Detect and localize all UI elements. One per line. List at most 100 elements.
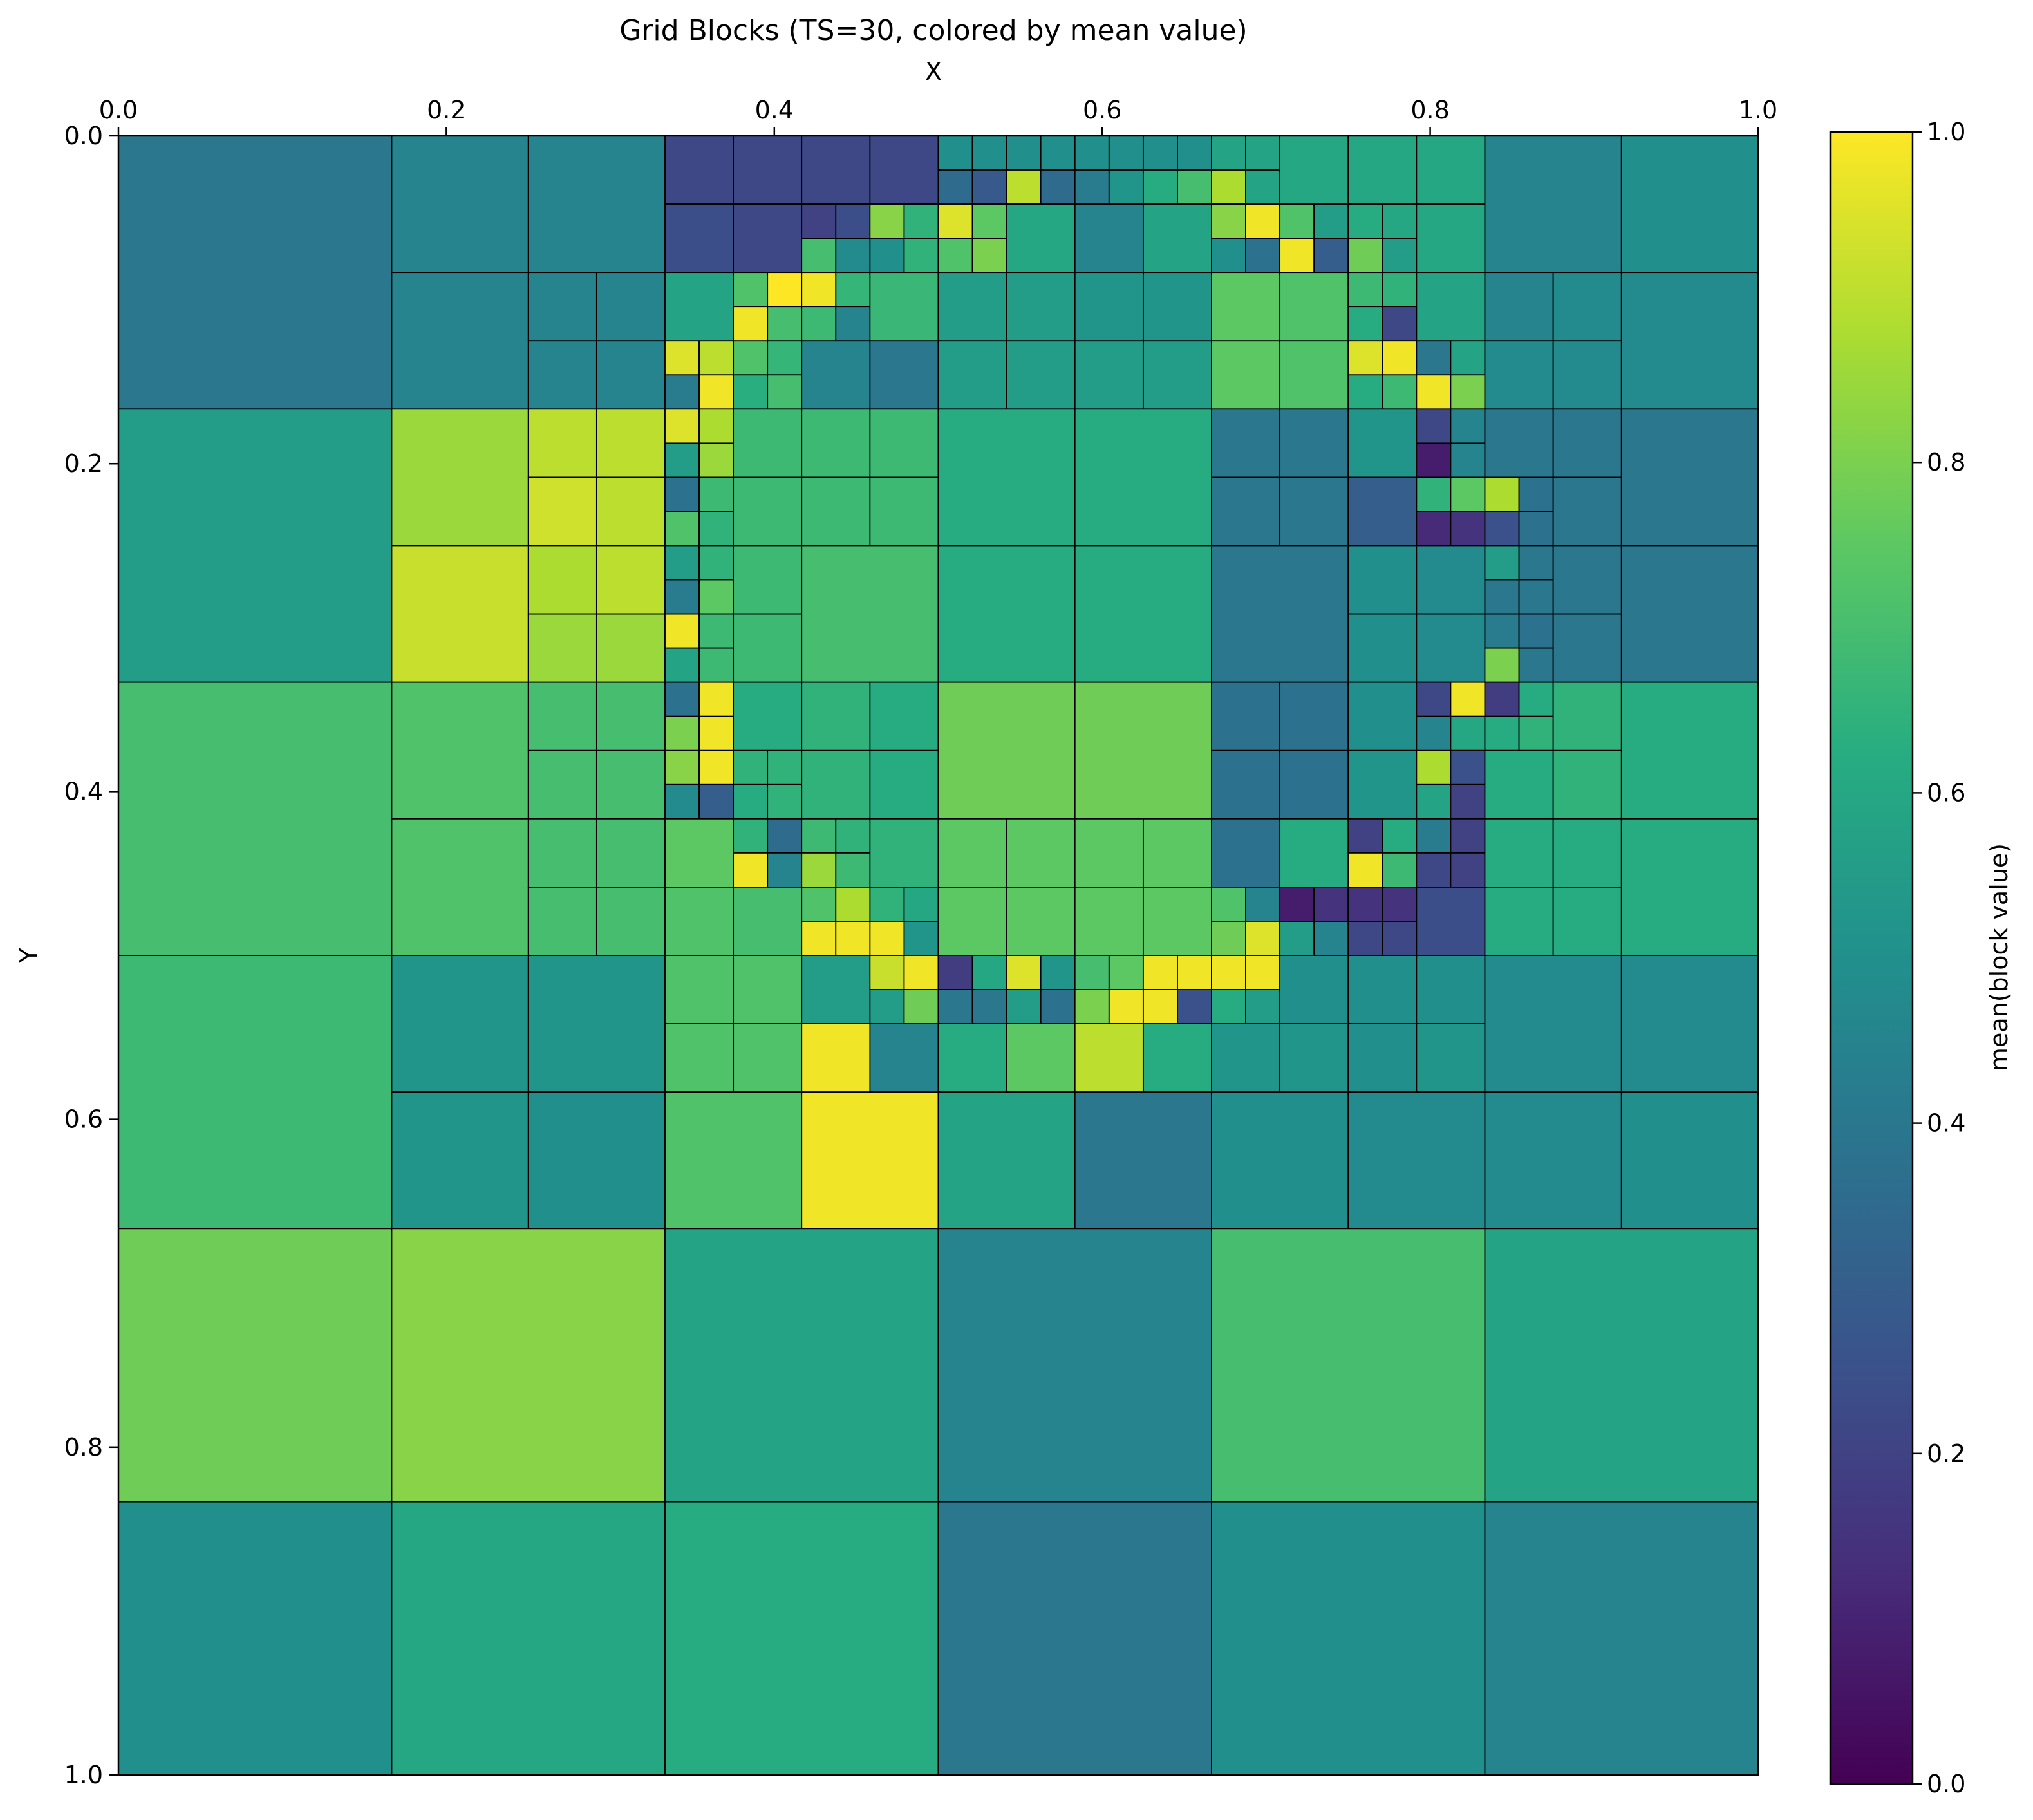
- heatmap-block: [733, 887, 803, 956]
- heatmap-block: [1450, 715, 1486, 751]
- heatmap-block: [1279, 681, 1349, 751]
- heatmap-block: [595, 749, 666, 820]
- heatmap-block: [1211, 545, 1349, 683]
- heatmap-block: [903, 203, 939, 239]
- heatmap-block: [1074, 169, 1110, 205]
- heatmap-block: [1518, 613, 1554, 649]
- heatmap-block: [1006, 1023, 1076, 1093]
- heatmap-block: [1211, 1501, 1486, 1776]
- heatmap-block: [801, 408, 871, 478]
- heatmap-block: [1552, 272, 1622, 342]
- heatmap-block: [1006, 887, 1076, 956]
- heatmap-block: [1450, 783, 1486, 820]
- y-axis-label: Y: [15, 948, 43, 964]
- heatmap-block: [971, 169, 1007, 205]
- heatmap-block: [595, 545, 666, 615]
- heatmap-block: [937, 169, 973, 205]
- y-tick-label: 0.4: [64, 777, 103, 805]
- heatmap-block: [118, 135, 393, 410]
- heatmap-block: [733, 818, 769, 854]
- heatmap-block: [1416, 887, 1486, 956]
- heatmap-block: [1382, 818, 1418, 854]
- heatmap-block: [118, 1501, 393, 1776]
- heatmap-block: [1142, 203, 1212, 274]
- heatmap-blocks: [118, 135, 1759, 1776]
- heatmap-block: [1347, 613, 1418, 683]
- heatmap-block: [1279, 921, 1315, 956]
- heatmap-block: [1245, 887, 1281, 922]
- heatmap-block: [1347, 374, 1383, 410]
- heatmap-block: [118, 408, 393, 683]
- heatmap-block: [595, 613, 666, 683]
- heatmap-block: [1382, 887, 1418, 922]
- heatmap-block: [1518, 647, 1554, 683]
- heatmap-block: [801, 681, 871, 751]
- heatmap-block: [971, 203, 1007, 239]
- heatmap-block: [698, 476, 735, 512]
- heatmap-block: [664, 203, 735, 274]
- heatmap-block: [1108, 135, 1144, 171]
- y-tick-label: 1.0: [64, 1761, 103, 1789]
- heatmap-block: [767, 306, 803, 342]
- heatmap-block: [767, 272, 803, 308]
- heatmap-block: [733, 476, 803, 547]
- heatmap-block: [1552, 681, 1622, 751]
- heatmap-block: [869, 681, 939, 751]
- heatmap-block: [1382, 921, 1418, 956]
- heatmap-block: [595, 272, 666, 342]
- heatmap-block: [1416, 408, 1452, 444]
- heatmap-block: [1552, 613, 1622, 683]
- heatmap-block: [1211, 955, 1246, 990]
- heatmap-block: [1484, 955, 1622, 1093]
- heatmap-block: [1040, 989, 1076, 1024]
- heatmap-block: [1484, 818, 1554, 888]
- heatmap-block: [1347, 1023, 1418, 1093]
- heatmap-block: [937, 887, 1007, 956]
- heatmap-block: [869, 476, 939, 547]
- heatmap-block: [1074, 1023, 1144, 1093]
- heatmap-block: [1074, 135, 1110, 171]
- heatmap-block: [869, 955, 905, 990]
- heatmap-block: [1177, 955, 1212, 990]
- heatmap-block: [391, 545, 529, 683]
- heatmap-block: [391, 272, 529, 410]
- heatmap-block: [698, 408, 735, 444]
- heatmap-block: [1211, 989, 1246, 1024]
- heatmap-block: [1518, 715, 1554, 751]
- heatmap-block: [1416, 545, 1486, 615]
- heatmap-block: [664, 783, 700, 820]
- heatmap-block: [937, 989, 973, 1024]
- colorbar-ticks: 0.0 0.2 0.4 0.6 0.8 1.0: [1913, 118, 1965, 1798]
- heatmap-block: [1279, 340, 1349, 410]
- heatmap-block: [391, 1228, 666, 1503]
- x-tick-label: 0.6: [1083, 96, 1121, 124]
- heatmap-block: [1416, 852, 1452, 888]
- heatmap-block: [391, 1091, 529, 1230]
- heatmap-block: [527, 408, 597, 478]
- heatmap-block: [527, 545, 597, 615]
- heatmap-block: [835, 818, 871, 854]
- heatmap-block: [527, 476, 597, 547]
- heatmap-block: [869, 340, 939, 410]
- heatmap-block: [1279, 476, 1349, 547]
- heatmap-block: [1484, 340, 1554, 410]
- heatmap-block: [835, 852, 871, 888]
- heatmap-block: [1347, 408, 1418, 478]
- heatmap-block: [664, 135, 735, 205]
- heatmap-block: [527, 272, 597, 342]
- heatmap-block: [801, 545, 939, 683]
- heatmap-block: [1074, 955, 1110, 990]
- heatmap-block: [1347, 887, 1383, 922]
- heatmap-block: [1416, 715, 1452, 751]
- heatmap-block: [937, 1091, 1076, 1230]
- y-tick-label: 0.0: [64, 122, 103, 150]
- heatmap-block: [1347, 681, 1418, 751]
- heatmap-block: [527, 613, 597, 683]
- heatmap-block: [1416, 749, 1452, 785]
- colorbar: [1829, 131, 1914, 1785]
- heatmap-block: [869, 921, 905, 956]
- heatmap-block: [801, 203, 837, 239]
- heatmap-block: [937, 135, 973, 171]
- heatmap-block: [391, 135, 529, 274]
